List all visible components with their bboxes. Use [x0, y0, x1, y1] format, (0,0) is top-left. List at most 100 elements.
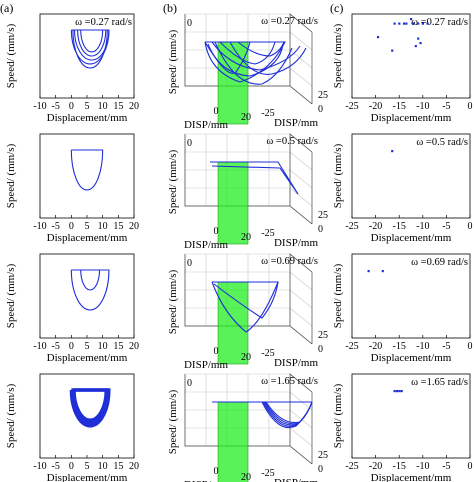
y-axis-label: Speed/ (mm/s) [332, 383, 344, 448]
x-tick-label: -10 [33, 461, 46, 472]
trajectory-curve [211, 281, 279, 333]
x-tick-label: -25 [345, 341, 358, 352]
x-axis-label: Displacement/mm [371, 232, 452, 244]
trajectory [204, 41, 307, 85]
x-tick-label: -15 [393, 461, 406, 472]
x-tick-label: -10 [33, 101, 46, 112]
trajectory-curve [229, 41, 307, 75]
data-point [393, 390, 396, 393]
omega-label: ω =0.69 rad/s [411, 257, 468, 268]
trajectory-curve [261, 401, 313, 429]
y-axis-label: Speed/ (mm/s) [167, 269, 179, 334]
x-tick-label: -10 [416, 101, 429, 112]
x-tick-label: -5 [442, 221, 450, 232]
x-tick-label: 20 [129, 221, 139, 232]
trajectory-curve [210, 161, 299, 195]
omega-label: ω =1.65 rad/s [411, 377, 468, 388]
x-tick-label: 10 [98, 461, 108, 472]
x-tick-label: -10 [416, 461, 429, 472]
x-tick-label: -25 [345, 101, 358, 112]
x-tick-label: -5 [442, 101, 450, 112]
x-tick-label: 10 [98, 221, 108, 232]
omega-label: ω =0.27 rad/s [75, 17, 132, 28]
grid-line [289, 391, 313, 411]
x-tick-label: 0 [214, 226, 219, 237]
trajectory [211, 281, 279, 333]
depth-tick-label: 0 [318, 104, 323, 115]
axes-box [184, 13, 313, 105]
grid-line [289, 169, 313, 189]
x-tick-label: 5 [85, 461, 90, 472]
x-tick-label: -5 [51, 461, 59, 472]
depth-tick-label: 0 [318, 224, 323, 235]
x-tick-label: 0 [69, 221, 74, 232]
omega-label: ω =0.69 rad/s [261, 256, 318, 267]
trajectory [212, 401, 313, 429]
axes-box [184, 133, 313, 225]
x-tick-label: 10 [98, 101, 108, 112]
x-tick-label: 20 [241, 112, 251, 123]
highlight-band [217, 41, 249, 125]
trajectory-curve [213, 281, 279, 319]
y-tick-label: 0 [187, 18, 192, 29]
x-tick-label: -10 [33, 221, 46, 232]
omega-label: ω =0.5 rad/s [416, 137, 468, 148]
x-tick-label: 0 [69, 341, 74, 352]
mid-tick-label: -25 [261, 348, 274, 359]
x-axis-label-left: DISP/mm [184, 359, 228, 371]
plot-frame [39, 253, 135, 339]
hysteresis-loop [70, 269, 110, 311]
x-axis-label-left: DISP/mm [184, 479, 228, 482]
trajectory-curve [237, 41, 285, 57]
data-point [391, 49, 394, 52]
trajectory-curve [204, 41, 251, 74]
mid-tick-label: -25 [261, 468, 274, 479]
x-tick-label: -15 [393, 101, 406, 112]
grid-line [289, 271, 313, 291]
data-point [417, 22, 420, 25]
trajectory-curve [214, 41, 293, 85]
panel-c-row-3: -25 -20 -15 -10 -5 0 Displacement/mm Speed/ (mm… [332, 373, 473, 482]
x-tick-label: 20 [129, 341, 139, 352]
axes-box [184, 373, 313, 465]
x-tick-label: 0 [468, 461, 473, 472]
highlight-band [217, 161, 249, 245]
x-axis-label-right: DISP/mm [274, 357, 318, 369]
x-axis-label: Displacement/mm [47, 352, 128, 364]
x-axis-label: Displacement/mm [371, 472, 452, 482]
data-point [402, 22, 406, 25]
hysteresis-loop [77, 29, 107, 57]
x-tick-label: -20 [369, 341, 382, 352]
data-point [395, 390, 399, 393]
omega-label: ω =0.5 rad/s [266, 136, 318, 147]
x-tick-label: 20 [241, 352, 251, 363]
depth-tick-label: 0 [318, 344, 323, 355]
x-axis-label: Displacement/mm [371, 112, 452, 124]
grid-line [289, 187, 313, 207]
grid-line [289, 289, 313, 309]
data-point [398, 390, 401, 393]
plot-frame [39, 373, 135, 459]
x-tick-label: 0 [468, 221, 473, 232]
y-axis-label: Speed/ (mm/s) [5, 143, 17, 208]
trajectory-curve [219, 41, 276, 65]
data-point [405, 22, 408, 25]
x-axis-label-left: DISP/mm [184, 119, 228, 131]
depth-tick-label: 25 [318, 210, 328, 221]
highlight-band [217, 401, 249, 482]
x-axis-label: Displacement/mm [47, 112, 128, 124]
highlight-band [217, 281, 249, 365]
trajectory-curve [204, 41, 286, 83]
data-point [419, 42, 422, 45]
x-axis-label-right: DISP/mm [274, 237, 318, 249]
x-tick-label: 20 [241, 472, 251, 482]
hysteresis-loop [80, 29, 104, 53]
omega-label: ω =0.27 rad/s [411, 17, 468, 28]
